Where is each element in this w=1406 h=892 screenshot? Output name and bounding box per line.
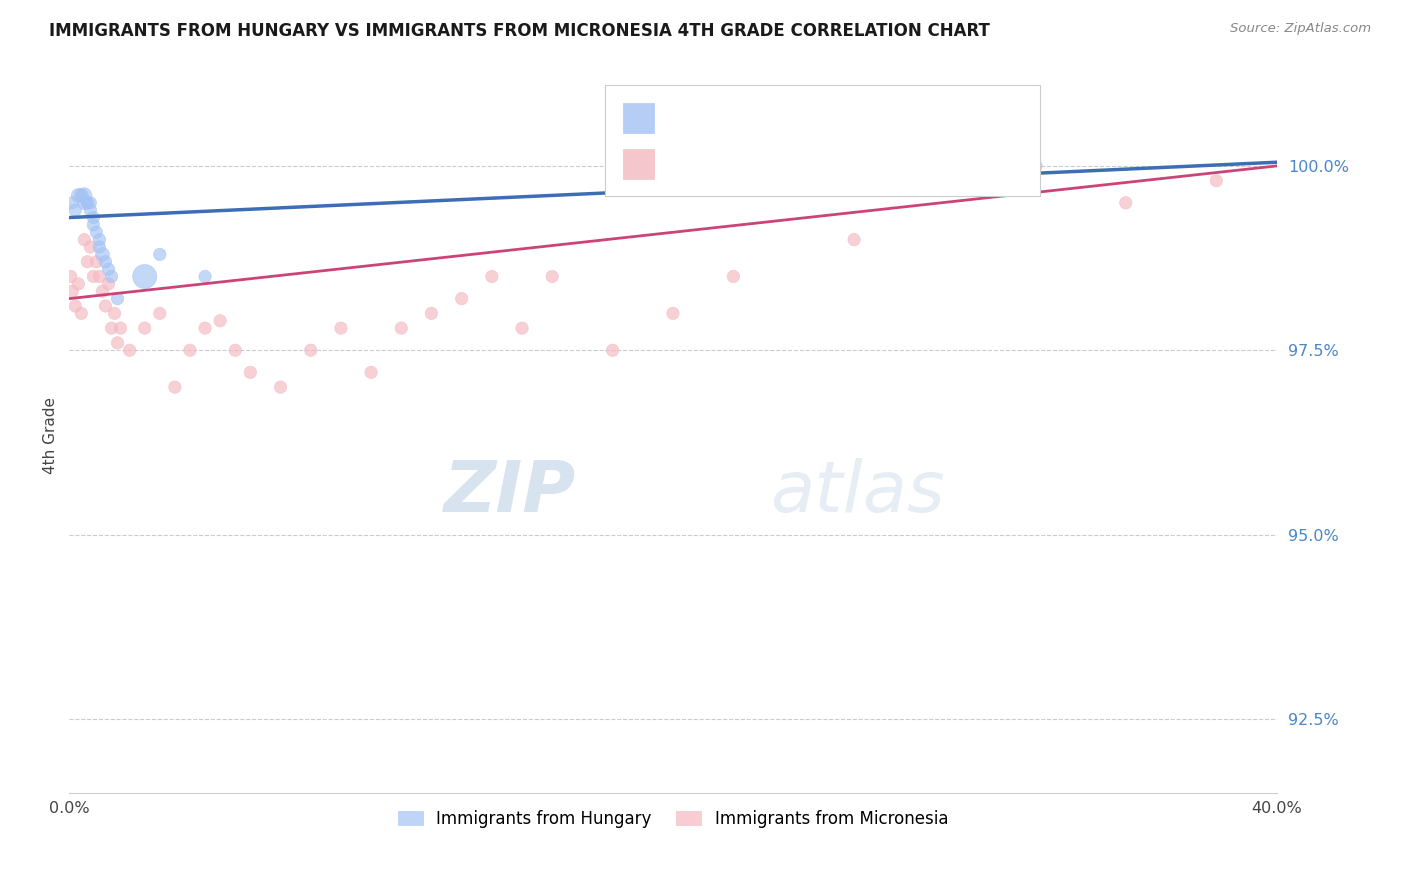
Point — [79, 240, 101, 254]
Point — [89, 233, 111, 247]
Point — [450, 292, 472, 306]
Point — [82, 269, 104, 284]
Point — [76, 254, 98, 268]
Point — [299, 343, 322, 358]
Point — [73, 233, 96, 247]
Point — [149, 306, 172, 320]
Point — [86, 254, 108, 268]
Point — [118, 343, 141, 358]
Text: R = 0.284   N = 28: R = 0.284 N = 28 — [665, 109, 860, 127]
Point — [60, 195, 83, 210]
Point — [76, 195, 98, 210]
Point — [723, 269, 745, 284]
Point — [107, 335, 129, 350]
Point — [94, 254, 117, 268]
Text: Source: ZipAtlas.com: Source: ZipAtlas.com — [1230, 22, 1371, 36]
Point — [82, 211, 104, 225]
Point — [103, 306, 125, 320]
Point — [70, 188, 93, 202]
Point — [100, 321, 122, 335]
Point — [67, 277, 90, 291]
Point — [94, 299, 117, 313]
Legend: Immigrants from Hungary, Immigrants from Micronesia: Immigrants from Hungary, Immigrants from… — [391, 803, 955, 834]
Point — [510, 321, 533, 335]
Point — [107, 292, 129, 306]
Point — [134, 269, 156, 284]
Point — [239, 365, 262, 379]
Point — [65, 203, 87, 218]
Point — [89, 269, 111, 284]
Point — [360, 365, 382, 379]
Text: R = 0.186   N = 43: R = 0.186 N = 43 — [665, 155, 860, 173]
Point — [67, 188, 90, 202]
Point — [73, 188, 96, 202]
Point — [86, 225, 108, 239]
Point — [541, 269, 564, 284]
Point — [329, 321, 352, 335]
Point — [420, 306, 443, 320]
Point — [194, 269, 217, 284]
Point — [481, 269, 503, 284]
Y-axis label: 4th Grade: 4th Grade — [44, 397, 58, 474]
Point — [82, 218, 104, 232]
Point — [224, 343, 246, 358]
Point — [79, 195, 101, 210]
Point — [60, 285, 83, 299]
Point — [194, 321, 217, 335]
Point — [110, 321, 132, 335]
Point — [134, 321, 156, 335]
Point — [389, 321, 412, 335]
Point — [270, 380, 292, 394]
Point — [1115, 195, 1137, 210]
Text: ZIP: ZIP — [444, 458, 576, 527]
Point — [1024, 159, 1046, 173]
Point — [163, 380, 186, 394]
Text: IMMIGRANTS FROM HUNGARY VS IMMIGRANTS FROM MICRONESIA 4TH GRADE CORRELATION CHAR: IMMIGRANTS FROM HUNGARY VS IMMIGRANTS FR… — [49, 22, 990, 40]
Point — [1205, 174, 1227, 188]
Point — [179, 343, 201, 358]
Point — [76, 195, 98, 210]
Point — [662, 306, 685, 320]
Point — [842, 233, 865, 247]
Point — [65, 299, 87, 313]
Point — [91, 285, 114, 299]
Point — [70, 306, 93, 320]
Point — [89, 240, 111, 254]
Point — [79, 203, 101, 218]
Text: atlas: atlas — [769, 458, 945, 527]
Point — [91, 247, 114, 261]
Point — [100, 269, 122, 284]
Point — [149, 247, 172, 261]
Point — [97, 277, 120, 291]
Point — [97, 262, 120, 277]
Point — [73, 195, 96, 210]
Point — [602, 343, 624, 358]
Point — [59, 269, 82, 284]
Point — [209, 314, 232, 328]
